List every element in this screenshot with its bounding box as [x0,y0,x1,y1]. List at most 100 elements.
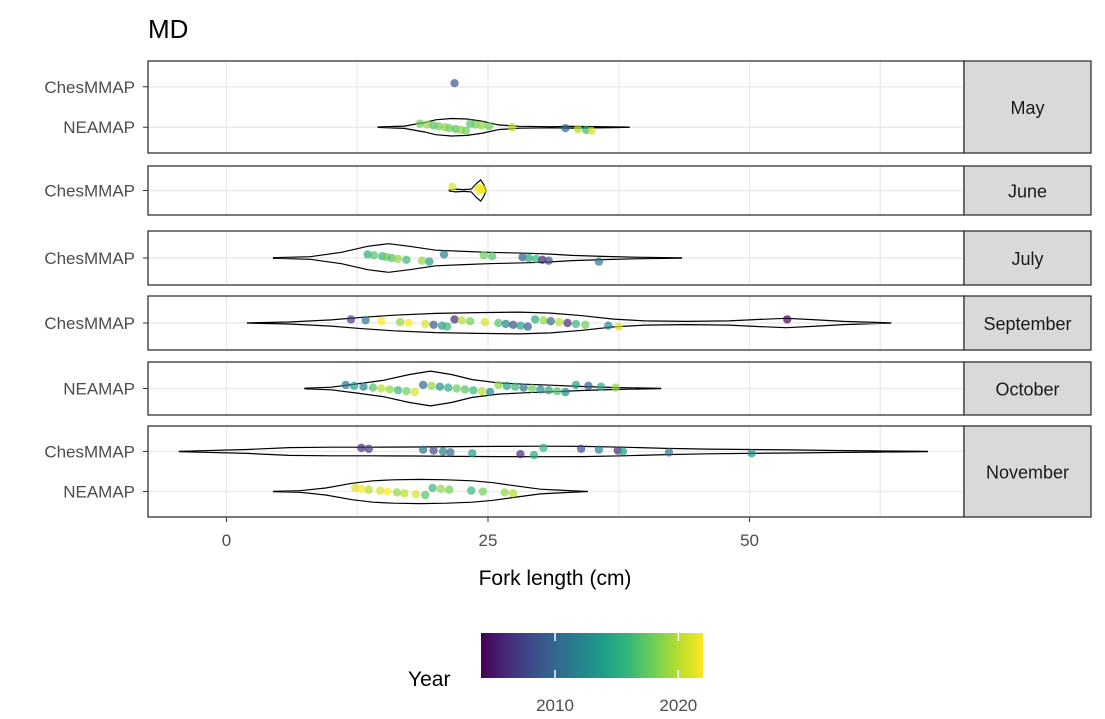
data-point [516,449,525,459]
data-point [544,256,553,265]
data-point [445,485,454,494]
x-tick-label: 25 [479,531,498,550]
strip-label: September [983,314,1071,334]
data-point [478,487,487,496]
strip [963,165,1092,216]
data-point [404,318,413,328]
data-point [429,320,438,329]
x-axis: 0 25 50 [222,517,759,550]
data-point [614,322,623,331]
strip-label: June [1008,182,1047,202]
data-point [479,251,489,260]
violin-outline [272,478,588,505]
data-point [410,387,419,397]
data-point [446,448,455,457]
y-tick-label: ChesMMAP [44,182,135,201]
y-tick-label: ChesMMAP [44,78,135,97]
data-point [427,381,436,390]
data-point [611,383,620,392]
data-point [604,321,613,330]
panel-september: ChesMMAP September [44,295,1092,351]
data-point [402,255,411,264]
data-point [523,322,532,331]
data-point [421,490,430,500]
data-point [594,445,604,454]
data-point [400,489,409,498]
data-point [392,488,402,497]
data-point [452,384,461,393]
data-point [471,120,480,129]
data-point [480,317,490,327]
data-point [468,449,477,458]
data-point [341,380,350,390]
data-point [507,123,517,132]
violin-outline [178,445,928,458]
data-point [415,119,425,128]
data-point [475,186,484,195]
data-point [477,387,486,396]
data-point [421,319,430,329]
data-point [369,251,379,260]
data-point [346,315,356,324]
data-point [530,315,540,324]
panel-october: NEAMAP October [63,361,1092,416]
data-point [596,382,606,391]
data-point [361,316,370,325]
data-point [377,384,386,393]
data-point [438,447,448,456]
data-point [357,443,366,453]
data-point [368,383,378,392]
y-tick-label: NEAMAP [63,483,135,502]
year-legend: Year 2010 2020 [408,633,703,715]
legend-tick-label: 2010 [536,696,574,715]
data-point [571,380,581,390]
panel-november: ChesMMAP NEAMAP November [44,425,1092,518]
data-point [477,121,486,130]
data-point [376,486,385,495]
data-point [417,256,427,265]
strip-label: October [995,380,1059,400]
data-point [561,387,570,397]
data-point [448,182,457,192]
data-point [552,387,562,396]
data-point [508,320,518,329]
panels-layer: ChesMMAP NEAMAP May ChesMMAP June ChesMMAP Jul… [44,60,1092,518]
data-point [357,484,366,494]
data-point [544,386,553,395]
data-point [664,448,674,457]
y-tick-label: ChesMMAP [44,442,135,461]
panel-background [148,426,964,517]
data-point [418,380,428,390]
violin-outline [246,311,892,335]
panel-background [148,61,964,153]
data-point [502,381,512,390]
data-point [436,484,446,494]
data-point [423,120,432,129]
legend-title: Year [408,668,450,691]
data-point [402,387,411,396]
data-point [485,387,495,397]
data-point [385,385,394,394]
panel-july: ChesMMAP July [44,230,1092,286]
data-point [584,381,593,390]
data-point [524,253,533,263]
data-point [457,316,467,325]
data-point [516,321,525,330]
data-point [363,250,372,259]
chart-title: MD [148,14,188,44]
strip [963,60,1092,154]
data-point [527,384,537,393]
data-point [501,319,510,329]
y-tick-label: NEAMAP [63,380,135,399]
data-point [450,78,459,88]
data-point [563,318,572,328]
data-point [364,444,373,453]
strip [963,230,1092,286]
x-tick-label: 0 [222,531,231,550]
y-tick-label: ChesMMAP [44,249,135,268]
data-point [594,257,604,266]
data-point [538,255,547,264]
data-point [571,319,581,329]
data-point [536,385,545,394]
